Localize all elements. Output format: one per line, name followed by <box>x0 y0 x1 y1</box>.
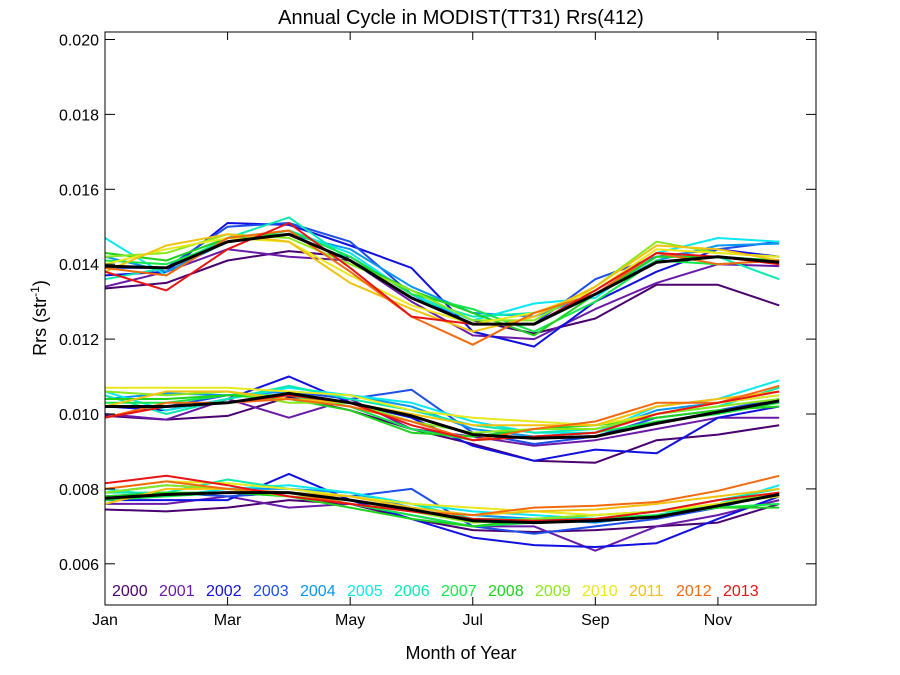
legend-item-2012: 2012 <box>676 583 712 600</box>
y-tick-label: 0.012 <box>59 332 99 349</box>
mean-line-group-3 <box>104 491 780 525</box>
legend-item-2001: 2001 <box>159 583 195 600</box>
legend-item-2011: 2011 <box>629 583 664 600</box>
series-line-2012-group-3 <box>104 474 780 517</box>
mean-line-group-1 <box>104 232 780 326</box>
x-tick-label: Jan <box>92 612 118 629</box>
legend-item-2005: 2005 <box>347 583 383 600</box>
series-line-2002-group-3 <box>105 472 780 548</box>
y-axis-label: Rrs (str-1) <box>28 280 50 356</box>
series-line-2008-group-2 <box>105 394 780 438</box>
plot-frame <box>104 31 817 606</box>
y-tick-label: 0.010 <box>59 407 99 424</box>
legend-item-2013: 2013 <box>723 583 759 600</box>
chart-title: Annual Cycle in MODIST(TT31) Rrs(412) <box>278 7 644 29</box>
y-tick-label: 0.008 <box>59 482 99 499</box>
y-axis-label-close: ) <box>30 280 50 286</box>
x-tick-label: May <box>335 612 365 629</box>
plot-area <box>104 216 780 552</box>
legend-item-2004: 2004 <box>300 583 336 600</box>
series-line-2001-group-1 <box>104 248 780 341</box>
y-axis-label-main: Rrs (str <box>30 297 50 356</box>
legend-item-2008: 2008 <box>488 583 524 600</box>
legend-item-2007: 2007 <box>441 583 477 600</box>
series-line-2012-group-1 <box>104 229 780 346</box>
legend-item-2010: 2010 <box>582 583 618 600</box>
y-tick-label: 0.016 <box>59 182 99 199</box>
y-axis: 0.006 0.008 0.010 0.012 0.014 0.016 0.018 0.020 <box>59 32 816 574</box>
legend-item-2006: 2006 <box>394 583 430 600</box>
series-line-2013-group-1 <box>104 222 780 326</box>
legend-item-2002: 2002 <box>206 583 242 600</box>
legend: 2000 2001 2002 2003 2004 2005 2006 2007 2008 2009… <box>112 583 759 600</box>
x-axis: Jan Mar May Jul Sep Nov <box>92 32 732 629</box>
x-tick-label: Mar <box>214 612 242 629</box>
y-tick-label: 0.006 <box>59 557 99 574</box>
series-line-2011-group-2 <box>104 390 780 427</box>
series-line-2000-group-3 <box>104 499 780 533</box>
x-axis-label: Month of Year <box>405 643 516 663</box>
y-tick-label: 0.020 <box>59 32 99 49</box>
mean-line-group-2 <box>105 391 780 440</box>
legend-item-2000: 2000 <box>112 583 148 600</box>
series-line-2009-group-1 <box>104 233 780 322</box>
legend-item-2003: 2003 <box>253 583 289 600</box>
y-tick-label: 0.014 <box>59 257 99 274</box>
legend-item-2009: 2009 <box>535 583 571 600</box>
x-tick-label: Jul <box>463 612 483 629</box>
x-tick-label: Sep <box>581 612 610 629</box>
x-tick-label: Nov <box>704 612 732 629</box>
series-line-2010-group-1 <box>104 237 780 326</box>
series-line-2008-group-1 <box>104 233 780 337</box>
series-line-2000-group-2 <box>104 396 780 464</box>
y-axis-label-sup: -1 <box>28 286 42 297</box>
series-line-2011-group-3 <box>104 487 780 517</box>
y-tick-label: 0.018 <box>59 107 99 124</box>
